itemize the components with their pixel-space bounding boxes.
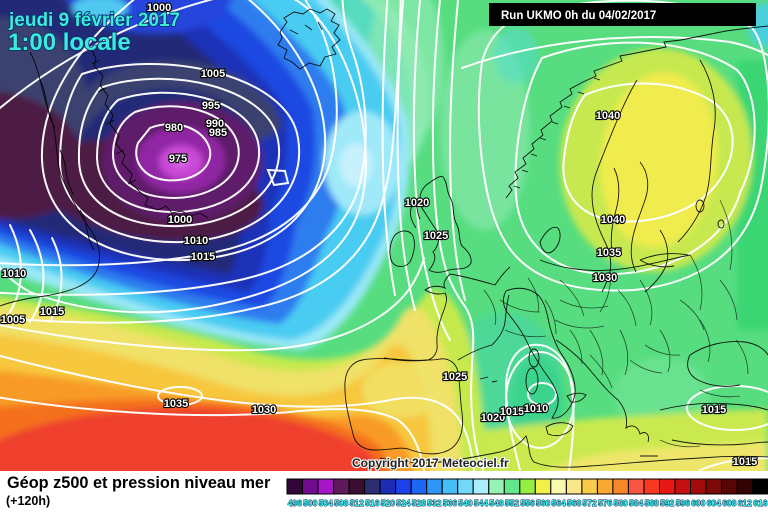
svg-text:564: 564 [552, 498, 566, 508]
svg-text:985: 985 [209, 127, 227, 139]
svg-text:990: 990 [206, 118, 224, 130]
svg-text:596: 596 [676, 498, 690, 508]
svg-text:1020: 1020 [405, 197, 429, 209]
svg-text:995: 995 [202, 100, 220, 112]
svg-text:568: 568 [567, 498, 581, 508]
svg-text:560: 560 [536, 498, 550, 508]
svg-text:1005: 1005 [201, 68, 225, 80]
svg-text:1020: 1020 [481, 412, 505, 424]
svg-text:528: 528 [412, 498, 426, 508]
svg-text:548: 548 [489, 498, 503, 508]
svg-text:600: 600 [691, 498, 705, 508]
svg-text:1010: 1010 [2, 268, 26, 280]
svg-text:1000: 1000 [147, 2, 171, 14]
svg-text:Copyright 2017 Meteociel.fr: Copyright 2017 Meteociel.fr [352, 456, 509, 470]
svg-text:552: 552 [505, 498, 519, 508]
svg-text:1040: 1040 [601, 214, 625, 226]
svg-text:Géop z500 et pression niveau m: Géop z500 et pression niveau mer [7, 474, 271, 492]
svg-text:608: 608 [722, 498, 736, 508]
svg-text:544: 544 [474, 498, 488, 508]
svg-text:1025: 1025 [424, 230, 448, 242]
svg-text:496: 496 [288, 498, 302, 508]
svg-text:584: 584 [629, 498, 643, 508]
svg-text:1015: 1015 [40, 306, 64, 318]
svg-text:1010: 1010 [184, 235, 208, 247]
svg-text:1015: 1015 [191, 251, 215, 263]
svg-text:(+120h): (+120h) [6, 494, 50, 508]
svg-text:1035: 1035 [164, 398, 188, 410]
svg-text:1030: 1030 [593, 272, 617, 284]
svg-text:1040: 1040 [596, 110, 620, 122]
svg-text:616: 616 [753, 498, 767, 508]
svg-text:1000: 1000 [168, 214, 192, 226]
svg-text:975: 975 [169, 153, 187, 165]
svg-text:1010: 1010 [524, 403, 548, 415]
svg-text:jeudi 9 février 2017: jeudi 9 février 2017 [8, 10, 180, 31]
svg-text:504: 504 [319, 498, 333, 508]
svg-text:Run UKMO 0h du 04/02/2017: Run UKMO 0h du 04/02/2017 [501, 10, 656, 22]
svg-text:1015: 1015 [733, 456, 757, 468]
svg-text:512: 512 [350, 498, 364, 508]
svg-text:980: 980 [165, 122, 183, 134]
svg-text:1025: 1025 [443, 371, 467, 383]
svg-text:1005: 1005 [1, 314, 25, 326]
svg-text:592: 592 [660, 498, 674, 508]
svg-text:572: 572 [583, 498, 597, 508]
svg-text:508: 508 [334, 498, 348, 508]
svg-text:516: 516 [365, 498, 379, 508]
svg-text:556: 556 [521, 498, 535, 508]
svg-text:612: 612 [738, 498, 752, 508]
svg-text:1035: 1035 [597, 247, 621, 259]
svg-text:524: 524 [396, 498, 410, 508]
svg-text:1:00 locale: 1:00 locale [8, 29, 131, 56]
svg-text:604: 604 [707, 498, 721, 508]
svg-text:532: 532 [427, 498, 441, 508]
svg-text:1030: 1030 [252, 404, 276, 416]
svg-text:576: 576 [598, 498, 612, 508]
svg-text:500: 500 [303, 498, 317, 508]
svg-text:1015: 1015 [500, 406, 524, 418]
svg-text:536: 536 [443, 498, 457, 508]
svg-text:580: 580 [614, 498, 628, 508]
svg-text:588: 588 [645, 498, 659, 508]
svg-text:1015: 1015 [702, 404, 726, 416]
svg-text:540: 540 [458, 498, 472, 508]
svg-text:520: 520 [381, 498, 395, 508]
